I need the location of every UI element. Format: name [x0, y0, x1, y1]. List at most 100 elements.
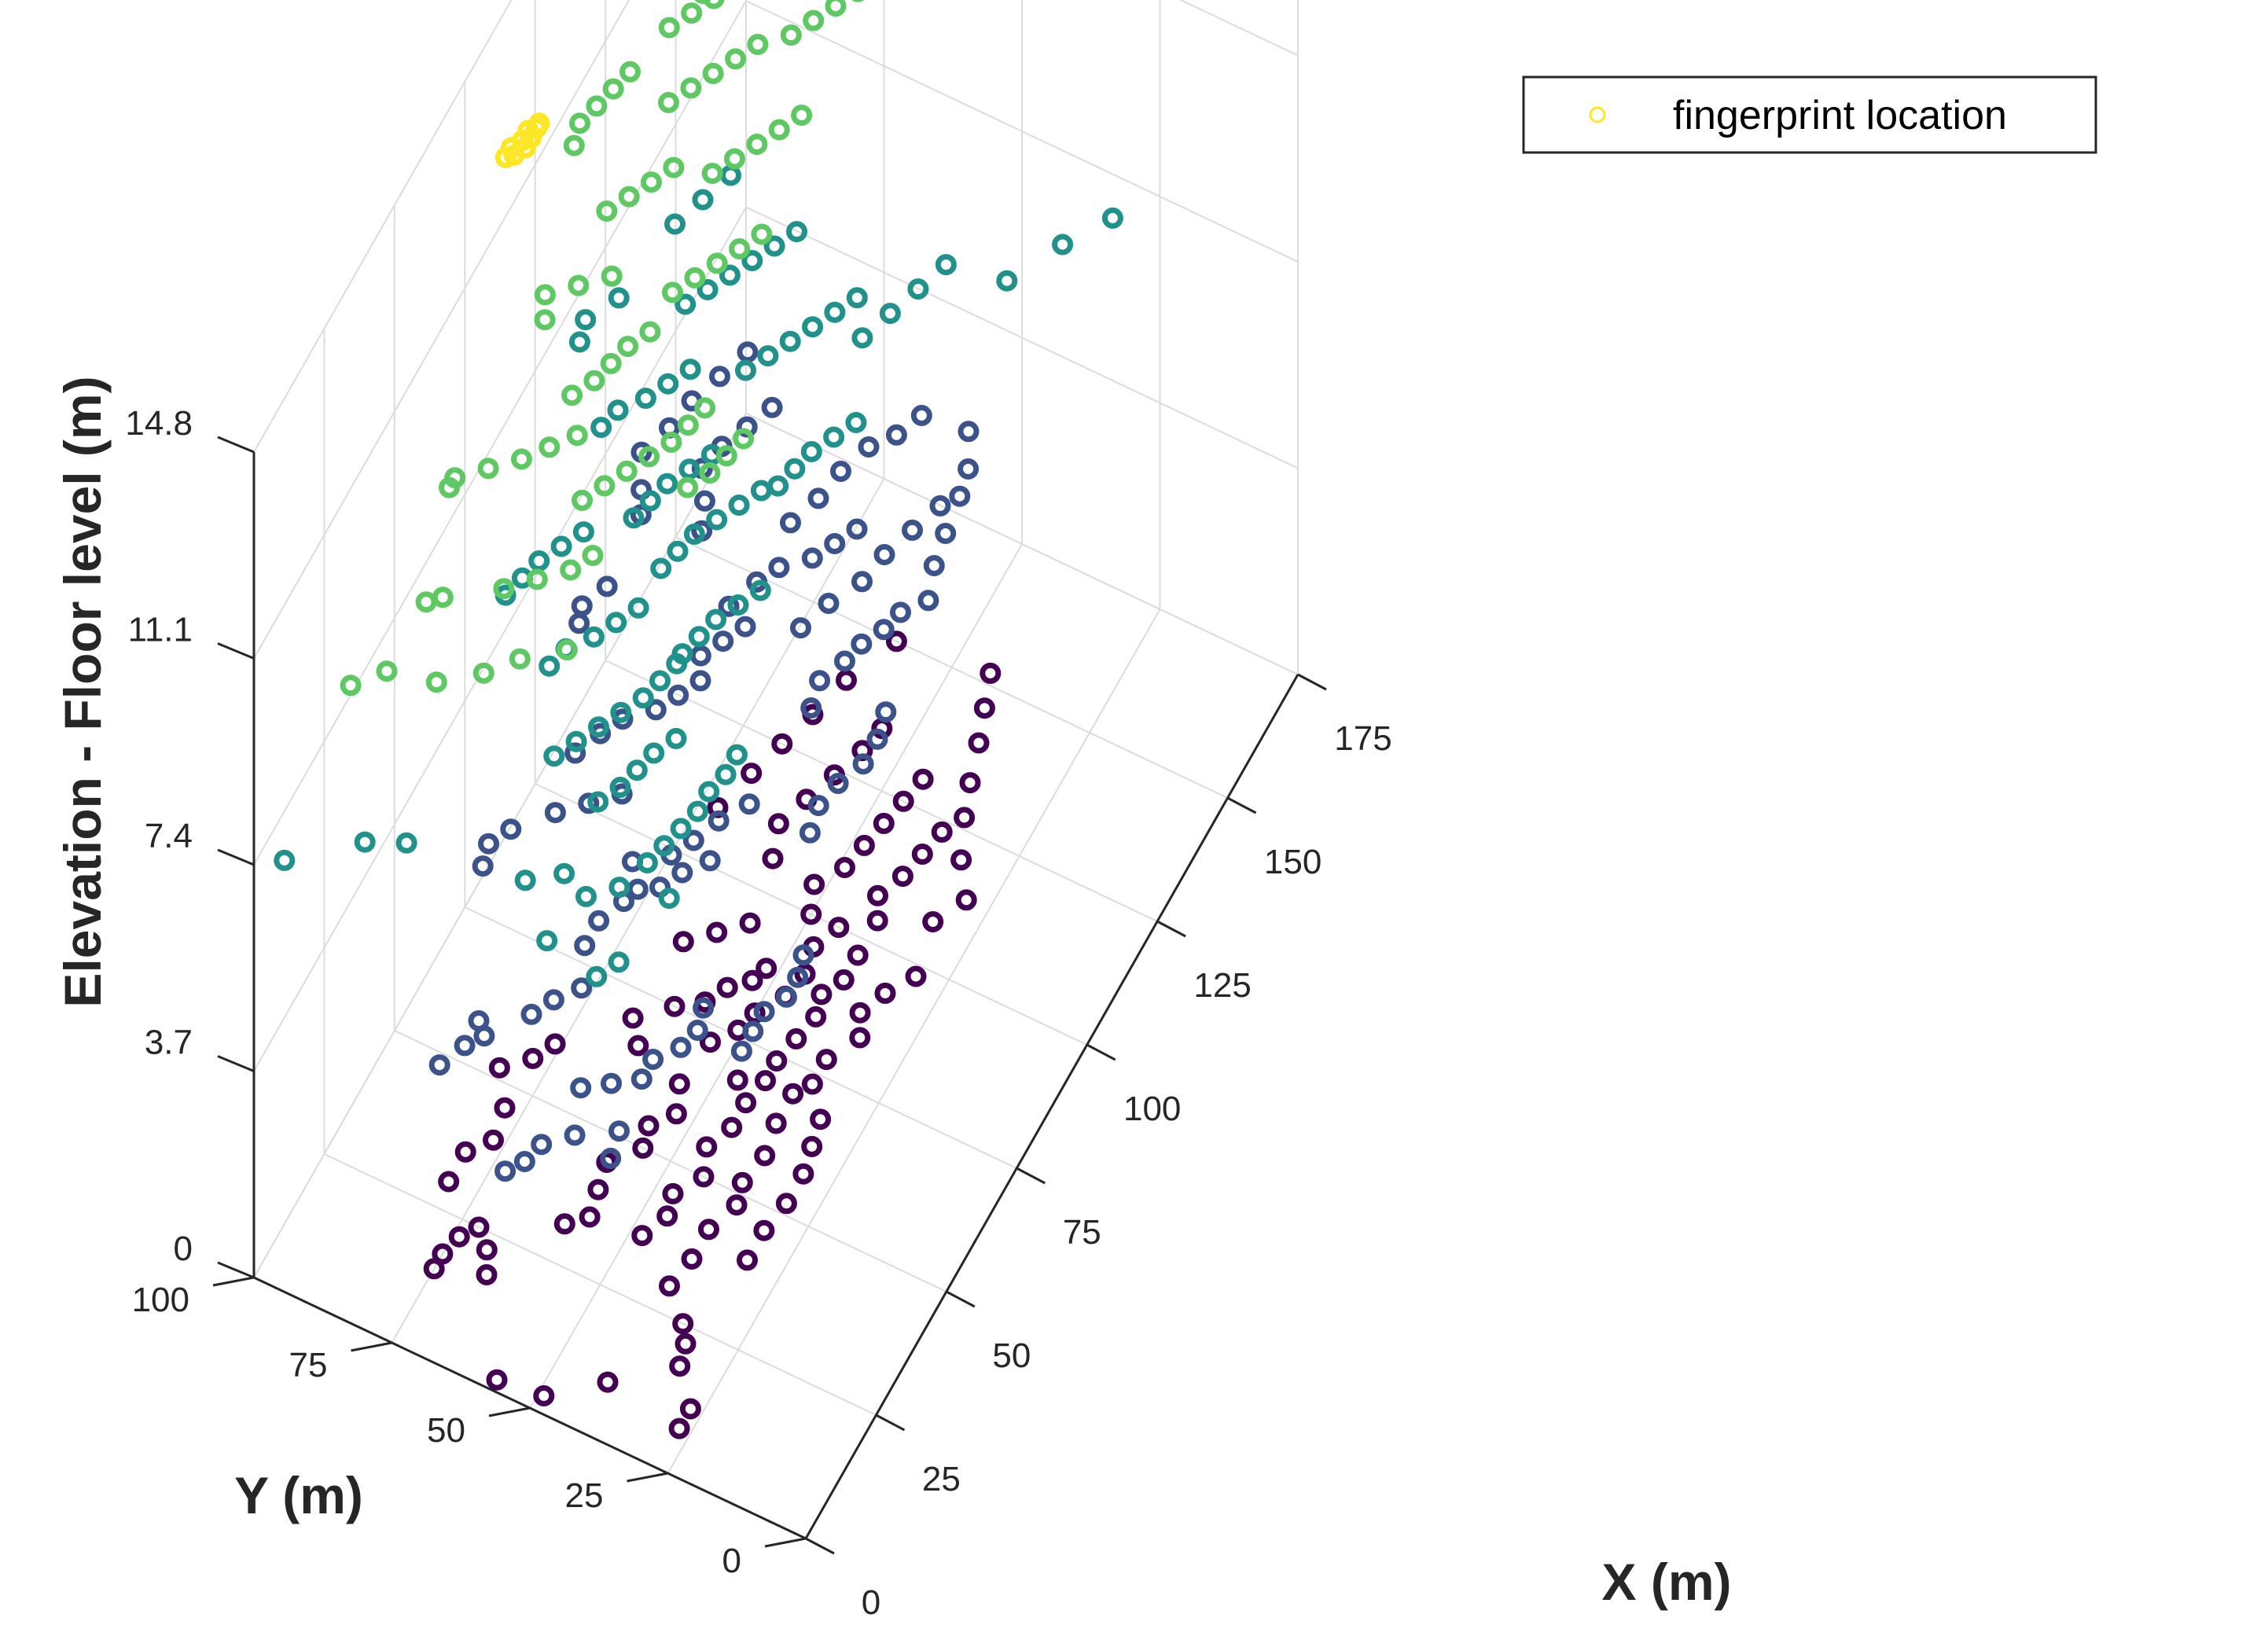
data-point	[568, 612, 590, 634]
data-point	[607, 399, 629, 421]
data-point	[755, 958, 777, 980]
grid-layer	[253, 0, 1299, 1539]
data-point	[792, 1163, 814, 1185]
data-point	[705, 608, 727, 630]
data-point	[706, 252, 728, 274]
labels-layer: 0 25 50 75 100 125 150 175 0 25 50 75 100 0 3.7 7.4 11.1…	[125, 404, 1391, 1622]
data-point	[834, 650, 855, 672]
data-point	[528, 550, 550, 572]
x-tick-mark	[1297, 673, 1327, 691]
data-point	[688, 626, 710, 648]
data-point	[583, 626, 605, 648]
back-wall-grid-line-z	[253, 0, 513, 453]
data-point	[657, 373, 679, 395]
data-point	[744, 1002, 766, 1024]
data-point	[668, 1073, 690, 1095]
data-point	[741, 250, 763, 271]
data-point	[912, 768, 934, 790]
y-tick-label: 100	[132, 1281, 189, 1319]
data-point	[586, 965, 608, 987]
floor-grid-line-y	[529, 543, 1023, 1409]
data-point	[719, 264, 741, 286]
data-point	[875, 701, 897, 723]
data-point	[531, 1134, 553, 1156]
data-point	[601, 265, 623, 287]
data-point	[574, 935, 596, 957]
data-point	[670, 818, 692, 840]
data-point	[699, 850, 721, 872]
data-point	[632, 687, 654, 709]
data-point	[682, 829, 704, 851]
data-point	[678, 458, 700, 480]
data-point	[726, 1194, 748, 1216]
data-point	[694, 0, 711, 4]
data-point	[444, 467, 466, 489]
data-point	[679, 1398, 701, 1420]
data-point	[698, 1219, 719, 1241]
data-point	[701, 163, 723, 184]
data-point	[618, 186, 640, 208]
data-point	[791, 105, 813, 126]
data-point	[528, 112, 550, 134]
data-point	[662, 281, 683, 303]
data-point	[765, 1112, 787, 1134]
y-tick-label: 75	[289, 1346, 328, 1384]
x-axis-label: X (m)	[1602, 1553, 1732, 1611]
data-point	[766, 1050, 788, 1072]
data-point	[809, 670, 831, 692]
data-point	[866, 910, 888, 932]
x-tick-label: 0	[862, 1583, 880, 1622]
data-point	[630, 1068, 652, 1090]
data-point	[849, 1002, 871, 1024]
data-point	[675, 1333, 697, 1355]
data-point	[656, 472, 678, 494]
data-point	[428, 1054, 450, 1076]
data-point	[955, 889, 977, 911]
data-point	[801, 1135, 823, 1157]
data-point	[833, 969, 855, 991]
data-point	[800, 441, 822, 462]
data-point	[553, 862, 575, 884]
data-point	[767, 475, 789, 497]
data-point	[968, 732, 990, 754]
data-point	[873, 812, 895, 834]
floor-grid-line-y	[391, 478, 885, 1344]
data-point	[566, 425, 588, 447]
data-point	[694, 397, 716, 419]
data-point	[513, 1151, 535, 1172]
data-point	[825, 0, 847, 17]
data-point	[438, 1171, 460, 1193]
data-point	[803, 873, 825, 895]
legend-box	[1522, 75, 2097, 154]
data-point	[677, 476, 699, 498]
data-point	[751, 223, 773, 245]
data-point	[879, 303, 901, 325]
data-point	[851, 571, 873, 593]
data-point	[608, 1120, 630, 1142]
data-point	[807, 487, 829, 509]
data-point	[755, 1070, 776, 1092]
data-point	[656, 1205, 678, 1227]
data-point	[715, 445, 737, 467]
back-wall-grid-line-z	[253, 0, 747, 866]
data-point	[583, 369, 605, 392]
data-point	[800, 903, 822, 925]
data-point	[799, 822, 821, 844]
data-point	[662, 1182, 684, 1204]
data-point	[542, 989, 564, 1011]
data-point	[805, 1005, 827, 1028]
data-point	[588, 910, 610, 932]
data-point	[849, 1027, 871, 1049]
data-point	[996, 270, 1018, 292]
data-point	[473, 1025, 495, 1047]
z-tick-label: 14.8	[125, 404, 193, 443]
data-point	[472, 662, 494, 684]
data-point	[785, 1028, 807, 1050]
data-point	[520, 1003, 542, 1025]
data-point	[718, 595, 740, 617]
data-point	[645, 699, 667, 721]
data-point	[694, 490, 715, 512]
data-point	[543, 745, 565, 767]
data-point	[935, 254, 957, 276]
data-point	[727, 594, 749, 616]
